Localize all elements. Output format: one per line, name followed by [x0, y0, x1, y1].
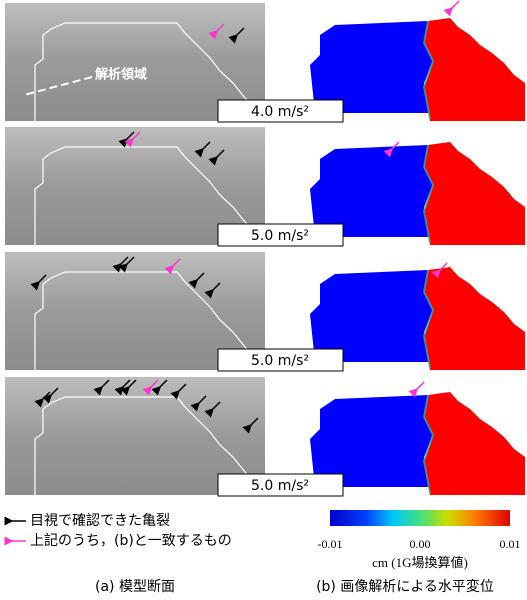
colorbar-gradient — [330, 510, 510, 526]
colorbar-tick: -0.01 — [318, 537, 343, 551]
panel-row: 5.0 m/s² — [5, 377, 525, 496]
region-label: 解析領域 — [94, 67, 147, 83]
acceleration-label: 4.0 m/s² — [251, 104, 309, 120]
caption: (b) 画像解析による水平変位 — [316, 578, 494, 595]
displacement-negative — [310, 145, 433, 237]
panel-row: 4.0 m/s² — [5, 1, 525, 122]
displacement-negative — [310, 395, 433, 487]
acceleration-label: 5.0 m/s² — [251, 478, 309, 494]
displacement-positive — [424, 392, 525, 495]
legend: 目視で確認できた亀裂 上記のうち，(b)と一致するもの — [12, 513, 232, 549]
colorbar: -0.01 0.00 0.01 cm (1G場換算値) — [318, 510, 521, 570]
acceleration-label: 5.0 m/s² — [251, 228, 309, 244]
colorbar-unit: cm (1G場換算値) — [372, 555, 468, 570]
magenta-arrow — [417, 382, 424, 389]
caption: (a) 模型断面 — [95, 579, 175, 595]
displacement-positive — [424, 142, 525, 245]
legend-text: 目視で確認できた亀裂 — [30, 513, 170, 529]
legend-text: 上記のうち，(b)と一致するもの — [30, 532, 232, 549]
displacement-negative — [310, 21, 433, 113]
colorbar-tick: 0.00 — [410, 537, 431, 551]
panel-row: 5.0 m/s² — [5, 127, 525, 246]
displacement-positive — [424, 267, 525, 370]
figure: 4.0 m/s² 5.0 m/s² 5.0 m/s² 5.0 m/s² 解析領域 目視で… — [0, 0, 527, 600]
panel-row: 5.0 m/s² — [5, 252, 525, 371]
colorbar-tick: 0.01 — [500, 537, 521, 551]
acceleration-label: 5.0 m/s² — [251, 353, 309, 369]
magenta-arrow — [452, 1, 459, 8]
displacement-negative — [310, 270, 433, 362]
displacement-positive — [424, 18, 525, 121]
